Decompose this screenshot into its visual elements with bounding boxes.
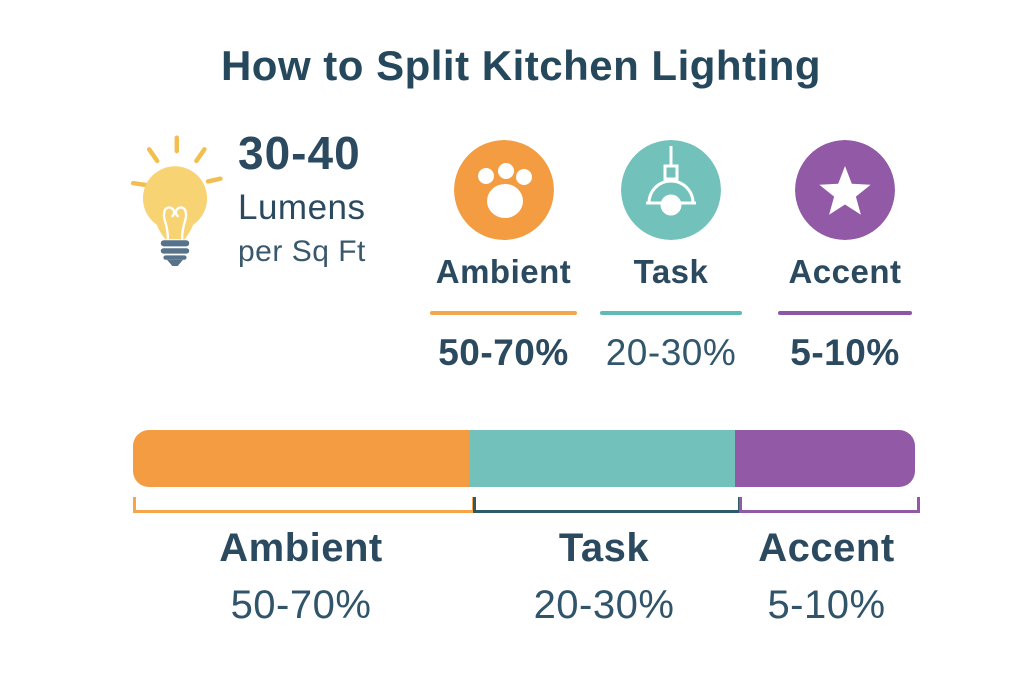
bar-label-task: Task 20-30%	[473, 528, 735, 625]
lumens-callout: 30-40 Lumens per Sq Ft	[126, 126, 366, 276]
accent-bracket	[739, 497, 920, 513]
bar-segment-task	[469, 430, 736, 487]
bar-label-accent: Accent 5-10%	[739, 528, 914, 625]
ambient-glow-icon	[453, 140, 554, 240]
bar-label-ambient-range: 50-70%	[230, 583, 372, 627]
bar-label-ambient-name: Ambient	[219, 526, 383, 570]
bar-label-accent-name: Accent	[758, 526, 895, 570]
lighting-split-stacked-bar	[133, 430, 915, 487]
ambient-underline	[430, 311, 577, 315]
lumens-text: 30-40 Lumens per Sq Ft	[238, 126, 366, 267]
task-bracket	[473, 497, 741, 513]
category-column-accent: Accent 5-10%	[778, 140, 912, 374]
lumens-value: 30-40	[238, 127, 361, 179]
pendant-lamp-icon	[621, 140, 721, 240]
bar-label-task-name: Task	[558, 526, 650, 570]
bar-segment-accent	[735, 430, 915, 487]
category-column-task: Task 20-30%	[600, 140, 742, 374]
category-name-task: Task	[633, 253, 709, 290]
lumens-unit: Lumens	[238, 188, 366, 227]
category-range-task: 20-30%	[605, 332, 737, 373]
star-icon	[795, 140, 895, 240]
ambient-bracket	[133, 497, 475, 513]
page-title: How to Split Kitchen Lighting	[220, 42, 822, 89]
bar-label-accent-range: 5-10%	[767, 583, 886, 627]
bar-segment-ambient	[133, 430, 470, 487]
accent-underline	[778, 311, 912, 315]
category-column-ambient: Ambient 50-70%	[430, 140, 577, 374]
category-range-accent: 5-10%	[790, 332, 900, 373]
category-name-ambient: Ambient	[435, 253, 572, 290]
bar-label-ambient: Ambient 50-70%	[133, 528, 469, 625]
bar-label-task-range: 20-30%	[533, 583, 675, 627]
lightbulb-icon	[130, 135, 223, 267]
category-name-accent: Accent	[788, 253, 902, 290]
category-range-ambient: 50-70%	[438, 332, 569, 373]
task-underline	[600, 311, 742, 315]
lumens-per-label: per Sq Ft	[238, 235, 366, 268]
